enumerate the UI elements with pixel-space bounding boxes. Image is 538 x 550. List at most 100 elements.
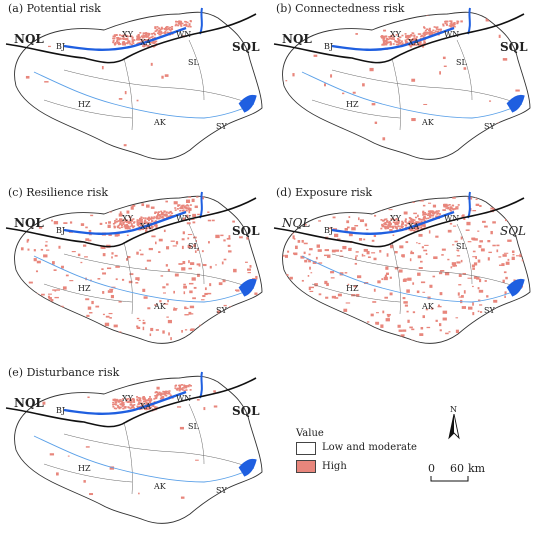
region-label-sql: SQL	[232, 40, 260, 54]
reservoir	[238, 458, 257, 477]
place-label-hz: HZ	[346, 100, 359, 109]
place-label-sy: SY	[484, 122, 495, 131]
place-label-sl: SL	[188, 58, 199, 67]
map-canvas	[5, 371, 263, 524]
place-label-bj: BJ	[324, 42, 334, 51]
panel-title: (b) Connectedness risk	[276, 2, 405, 15]
region-label-sql: SQL	[500, 40, 528, 54]
north-label: N	[450, 405, 457, 414]
qinling-ridge	[273, 197, 525, 248]
place-label-sy: SY	[484, 306, 495, 315]
district-boundaries	[43, 223, 253, 315]
place-label-ak: AK	[422, 302, 434, 311]
river	[301, 71, 523, 119]
place-label-bj: BJ	[56, 226, 66, 235]
place-label-ak: AK	[154, 118, 166, 127]
legend-label-low: Low and moderate	[322, 442, 417, 453]
place-label-wn: WN	[444, 30, 460, 39]
river	[301, 255, 523, 303]
place-label-wn: WN	[176, 30, 192, 39]
place-label-sy: SY	[216, 486, 227, 495]
map-canvas	[5, 7, 263, 160]
qinling-ridge	[5, 377, 257, 428]
place-label-ak: AK	[154, 482, 166, 491]
place-label-xa: XA	[408, 38, 420, 47]
region-label-sql: SQL	[232, 224, 260, 238]
north-arrow: N	[446, 405, 462, 440]
place-label-xa: XA	[140, 402, 152, 411]
river-north	[467, 191, 471, 219]
panel-title: (d) Exposure risk	[276, 186, 373, 199]
region-label-nql: NQL	[282, 216, 311, 230]
legend-title: Value	[296, 428, 324, 439]
map-panel-exposure-risk: (d) Exposure risk BJ XY XA WN SL HZ AK SY NQL SQL	[272, 184, 532, 364]
scale-unit: km	[468, 462, 486, 475]
basin-outline	[14, 11, 263, 160]
place-label-xy: XY	[390, 214, 401, 223]
place-label-hz: HZ	[78, 464, 91, 473]
river-north	[199, 7, 203, 35]
river	[33, 71, 255, 119]
place-label-sl: SL	[456, 242, 467, 251]
river	[33, 255, 255, 303]
place-label-hz: HZ	[346, 284, 359, 293]
map-panel-connectedness-risk: (b) Connectedness risk BJ XY XA WN SL HZ AK SY N…	[272, 0, 532, 180]
basin-outline	[282, 195, 531, 344]
river-upper	[63, 26, 187, 51]
place-label-xy: XY	[122, 214, 133, 223]
map-canvas	[273, 191, 531, 344]
reservoir	[506, 278, 525, 297]
north-arrow-icon	[448, 414, 460, 440]
place-label-ak: AK	[422, 118, 434, 127]
map-panel-resilience-risk: (c) Resilience risk BJ XY XA WN SL HZ AK SY NQL S…	[4, 184, 264, 364]
scale-end: 60	[450, 462, 464, 475]
region-label-nql: NQL	[14, 216, 44, 230]
map-panel-disturbance-risk: (e) Disturbance risk BJ XY XA WN SL HZ AK SY NQL…	[4, 364, 264, 544]
region-label-nql: NQL	[282, 32, 312, 46]
place-label-xy: XY	[390, 30, 401, 39]
place-label-bj: BJ	[56, 406, 66, 415]
legend-label-high: High	[322, 461, 347, 472]
place-label-sy: SY	[216, 306, 227, 315]
place-label-wn: WN	[444, 214, 460, 223]
place-label-wn: WN	[176, 394, 192, 403]
place-label-ak: AK	[154, 302, 166, 311]
river-north	[199, 191, 203, 219]
district-boundaries	[311, 223, 521, 315]
river	[33, 435, 255, 483]
qinling-ridge	[5, 197, 257, 248]
reservoir	[506, 94, 525, 113]
panel-title: (e) Disturbance risk	[8, 366, 120, 379]
place-label-xy: XY	[122, 30, 133, 39]
map-legend: Value Low and moderate High	[296, 428, 417, 488]
qinling-ridge	[273, 13, 525, 64]
legend-swatch-high	[296, 460, 316, 473]
river-upper	[331, 26, 455, 51]
scale-line	[430, 476, 469, 482]
place-label-wn: WN	[176, 214, 192, 223]
place-label-sl: SL	[188, 422, 199, 431]
basin-outline	[14, 195, 263, 344]
map-panel-potential-risk: (a) Potential risk BJ XY XA WN SL HZ AK SY NQL SQ…	[4, 0, 264, 180]
river-north	[467, 7, 471, 35]
district-boundaries	[311, 39, 521, 131]
qinling-ridge	[5, 13, 257, 64]
high-risk-patches	[19, 379, 262, 524]
river-north	[199, 371, 203, 399]
scale-bar: 0 60 km	[428, 462, 498, 484]
place-label-xy: XY	[122, 394, 133, 403]
place-label-sy: SY	[216, 122, 227, 131]
place-label-bj: BJ	[56, 42, 66, 51]
place-label-hz: HZ	[78, 100, 91, 109]
panel-title: (a) Potential risk	[8, 2, 101, 15]
place-label-xa: XA	[140, 222, 152, 231]
scale-start: 0	[428, 462, 435, 475]
region-label-nql: NQL	[14, 32, 44, 46]
map-canvas	[5, 191, 263, 344]
river-upper	[331, 210, 455, 235]
place-label-sl: SL	[188, 242, 199, 251]
place-label-xa: XA	[408, 222, 420, 231]
river-upper	[63, 210, 187, 235]
place-label-bj: BJ	[324, 226, 334, 235]
district-boundaries	[43, 403, 253, 495]
